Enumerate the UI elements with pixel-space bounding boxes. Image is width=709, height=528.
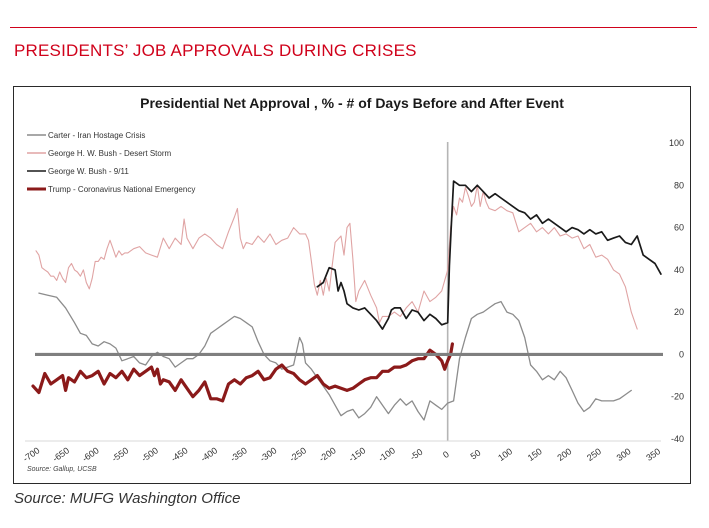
x-tick-label: -600 [80,445,100,464]
legend-label-3: Trump - Coronavirus National Emergency [48,185,195,194]
x-tick-label: 0 [441,449,451,460]
series-line-3 [31,342,454,403]
x-tick-label: -200 [317,445,337,464]
y-tick-label: 40 [674,265,684,275]
page-source: Source: MUFG Washington Office [14,490,241,507]
x-tick-label: -150 [347,445,367,464]
x-tick-label: 50 [469,448,483,462]
legend: Carter - Iran Hostage Crisis George H. W.… [27,131,195,194]
chart-frame [13,86,691,484]
x-tick-label: -650 [51,445,71,464]
page-title: PRESIDENTS’ JOB APPROVALS DURING CRISES [14,41,417,60]
x-tick-label: -700 [21,445,41,464]
x-tick-label: 250 [585,446,603,463]
x-tick-label: -50 [408,447,424,463]
x-tick-label: -250 [288,445,308,464]
x-tick-label: -350 [228,445,248,464]
y-tick-label: 0 [679,349,684,359]
series-line-2 [316,180,662,330]
x-tick-label: 150 [526,446,544,463]
x-tick-label: 350 [644,446,662,463]
series-line-0 [38,292,632,421]
y-tick-label: 100 [669,138,684,148]
y-tick-label: 60 [674,223,684,233]
x-tick-label: -500 [140,445,160,464]
series-layer [31,180,662,421]
legend-label-2: George W. Bush - 9/11 [48,167,129,176]
x-tick-label: -550 [110,445,130,464]
x-tick-label: 300 [615,446,633,463]
chart-source-note: Source: Gallup, UCSB [27,466,97,473]
y-tick-label: 20 [674,307,684,317]
y-tick-label: -20 [671,392,684,402]
x-tick-label: -300 [258,445,278,464]
series-line-1 [35,184,638,330]
y-tick-label: -40 [671,434,684,444]
x-tick-label: -450 [169,445,189,464]
x-tick-label: 200 [555,446,573,463]
x-tick-label: -100 [376,445,396,464]
header-rule [10,27,697,28]
chart-title: Presidential Net Approval , % - # of Day… [140,95,564,111]
x-tick-label: -400 [199,445,219,464]
legend-label-1: George H. W. Bush - Desert Storm [48,149,171,158]
legend-label-0: Carter - Iran Hostage Crisis [48,131,145,140]
x-tick-label: 100 [496,446,514,463]
y-tick-label: 80 [674,180,684,190]
